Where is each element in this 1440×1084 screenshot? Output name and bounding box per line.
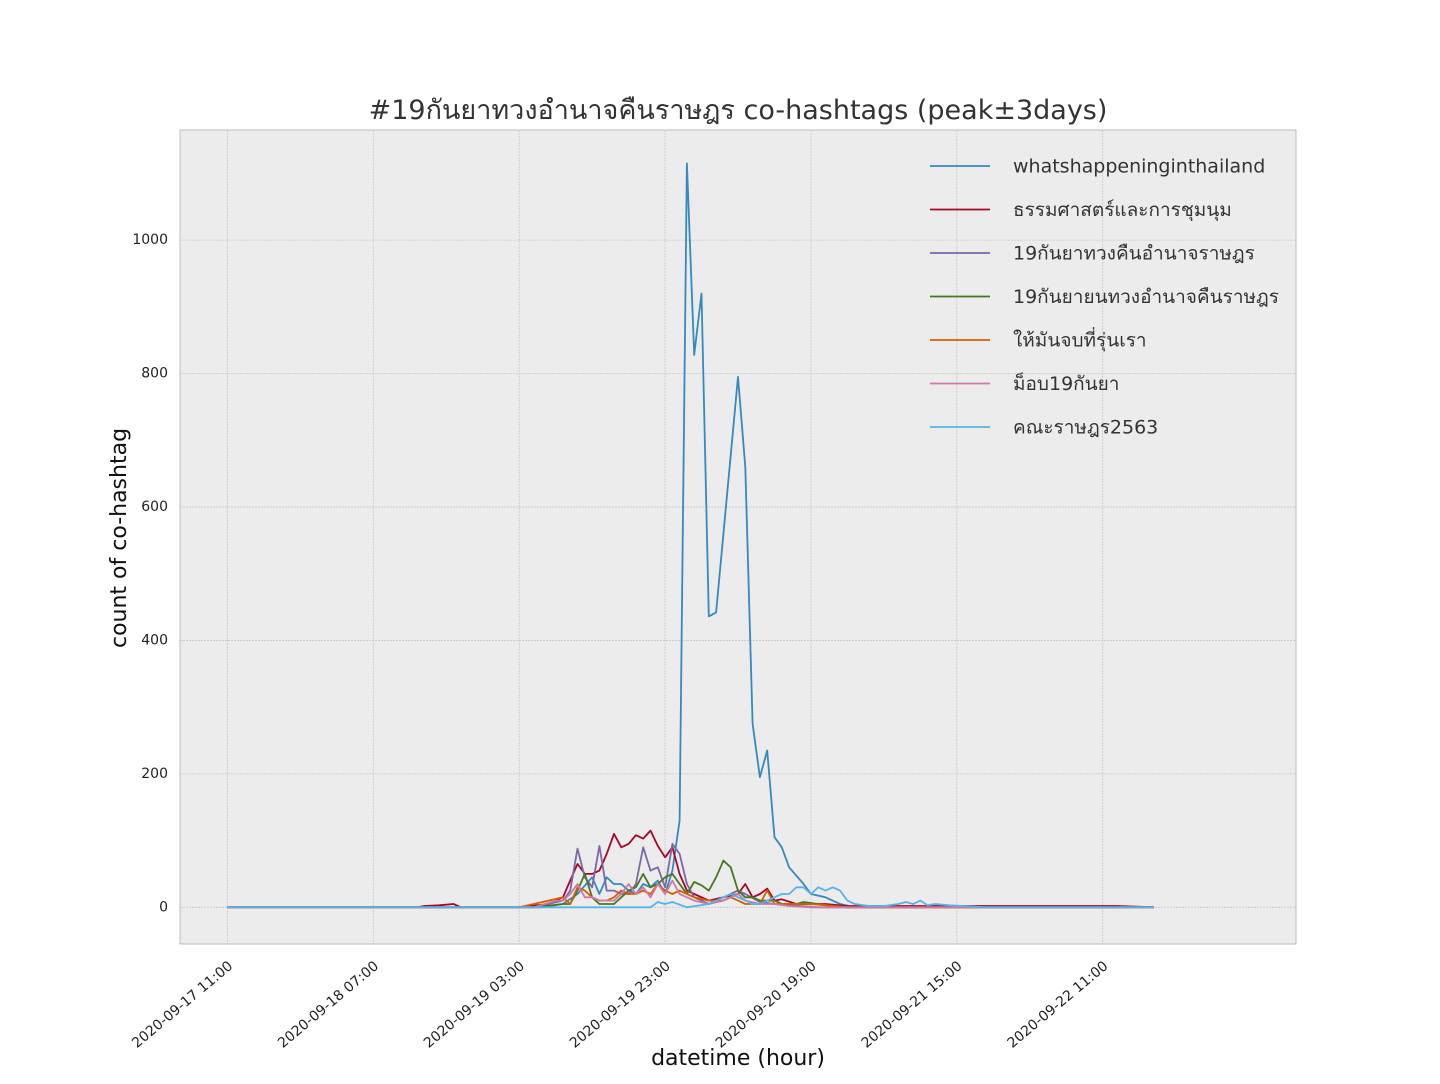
x-tick-label: 2020-09-20 19:00	[713, 958, 820, 1051]
y-tick-label: 400	[141, 632, 168, 648]
plot-area	[179, 129, 1297, 945]
legend-label: whatshappeninginthailand	[1013, 156, 1265, 178]
x-tick-labels: 2020-09-17 11:00 2020-09-18 07:00 2020-09-…	[129, 958, 1111, 1051]
series-line	[227, 886, 1154, 909]
chart-title: #19กันยาทวงอำนาจคืนราษฎร co-hashtags (pe…	[369, 95, 1108, 126]
legend: whatshappeninginthailand ธรรมศาสตร์และการ…	[930, 156, 1279, 439]
legend-label: 19กันยายนทวงอำนาจคืนราษฎร	[1013, 286, 1279, 308]
legend-label: คณะราษฎร2563	[1013, 417, 1158, 439]
legend-label: ธรรมศาสตร์และการชุมนุม	[1013, 199, 1232, 222]
y-tick-label: 0	[159, 899, 168, 915]
y-tick-label: 200	[141, 766, 168, 782]
legend-label: 19กันยาทวงคืนอำนาจราษฎร	[1013, 243, 1255, 265]
x-tick-label: 2020-09-18 07:00	[275, 958, 382, 1051]
x-tick-label: 2020-09-17 11:00	[129, 958, 236, 1051]
x-tick-label: 2020-09-19 03:00	[421, 958, 528, 1051]
y-axis-label: count of co-hashtag	[107, 428, 132, 648]
series-lines	[227, 162, 1154, 909]
x-axis-label: datetime (hour)	[651, 1046, 825, 1071]
y-tick-label: 800	[141, 366, 168, 382]
y-tick-label: 600	[141, 499, 168, 515]
x-tick-label: 2020-09-19 23:00	[567, 958, 674, 1051]
series-line	[227, 883, 1154, 909]
series-line	[227, 843, 1154, 909]
grid	[180, 130, 1296, 944]
y-tick-labels: 0 200 400 600 800 1000	[132, 232, 168, 915]
legend-label: ให้มันจบที่รุ่นเรา	[1013, 327, 1147, 353]
legend-label: ม็อบ19กันยา	[1013, 371, 1119, 395]
x-tick-label: 2020-09-21 15:00	[859, 958, 966, 1051]
x-tick-label: 2020-09-22 11:00	[1005, 958, 1112, 1051]
y-tick-label: 1000	[132, 232, 168, 248]
